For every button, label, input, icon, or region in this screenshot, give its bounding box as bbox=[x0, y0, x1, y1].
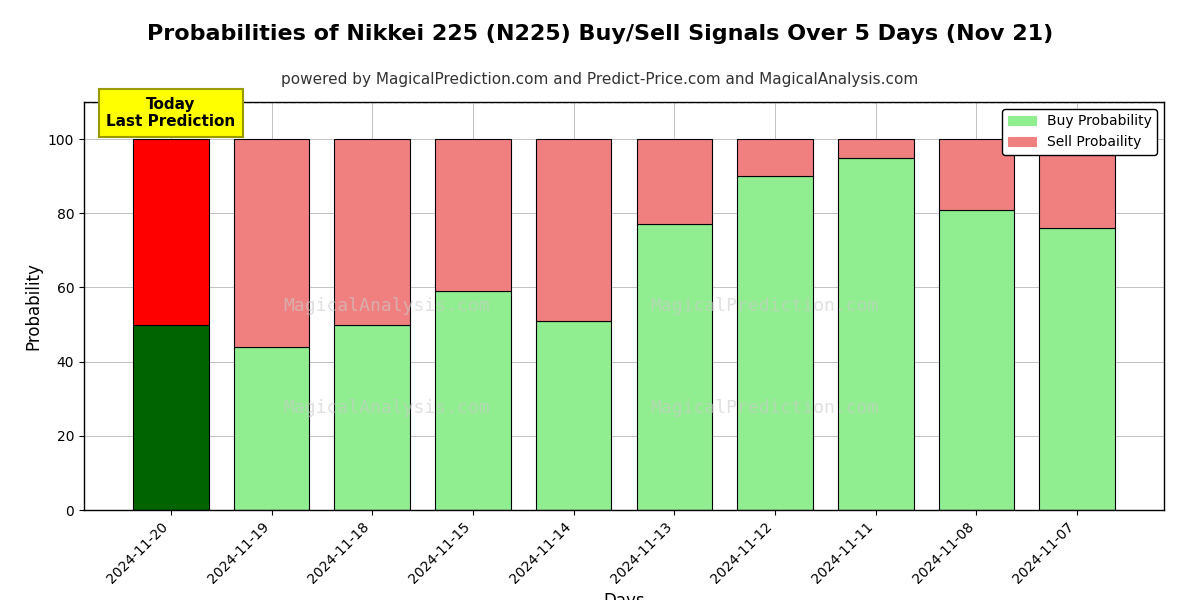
Text: Probabilities of Nikkei 225 (N225) Buy/Sell Signals Over 5 Days (Nov 21): Probabilities of Nikkei 225 (N225) Buy/S… bbox=[146, 24, 1054, 44]
Bar bbox=[838, 139, 913, 158]
Bar bbox=[436, 139, 511, 291]
Text: Today
Last Prediction: Today Last Prediction bbox=[107, 97, 235, 130]
Bar bbox=[938, 139, 1014, 209]
Text: powered by MagicalPrediction.com and Predict-Price.com and MagicalAnalysis.com: powered by MagicalPrediction.com and Pre… bbox=[281, 72, 919, 87]
Bar bbox=[234, 139, 310, 347]
Bar bbox=[1039, 139, 1115, 228]
Text: MagicalPrediction.com: MagicalPrediction.com bbox=[650, 399, 878, 417]
Bar bbox=[838, 158, 913, 510]
Bar bbox=[536, 321, 612, 510]
Bar bbox=[737, 139, 812, 176]
Bar bbox=[1039, 228, 1115, 510]
Bar bbox=[133, 325, 209, 510]
Text: MagicalPrediction.com: MagicalPrediction.com bbox=[650, 297, 878, 315]
Text: MagicalAnalysis.com: MagicalAnalysis.com bbox=[283, 297, 490, 315]
Bar bbox=[335, 325, 410, 510]
Bar bbox=[133, 139, 209, 325]
Bar bbox=[536, 139, 612, 321]
Text: MagicalAnalysis.com: MagicalAnalysis.com bbox=[283, 399, 490, 417]
Y-axis label: Probability: Probability bbox=[24, 262, 42, 350]
Bar bbox=[234, 347, 310, 510]
Bar bbox=[938, 209, 1014, 510]
Bar bbox=[737, 176, 812, 510]
Bar bbox=[636, 224, 712, 510]
Legend: Buy Probability, Sell Probaility: Buy Probability, Sell Probaility bbox=[1002, 109, 1157, 155]
Bar bbox=[335, 139, 410, 325]
X-axis label: Days: Days bbox=[604, 592, 644, 600]
Bar bbox=[636, 139, 712, 224]
Bar bbox=[436, 291, 511, 510]
